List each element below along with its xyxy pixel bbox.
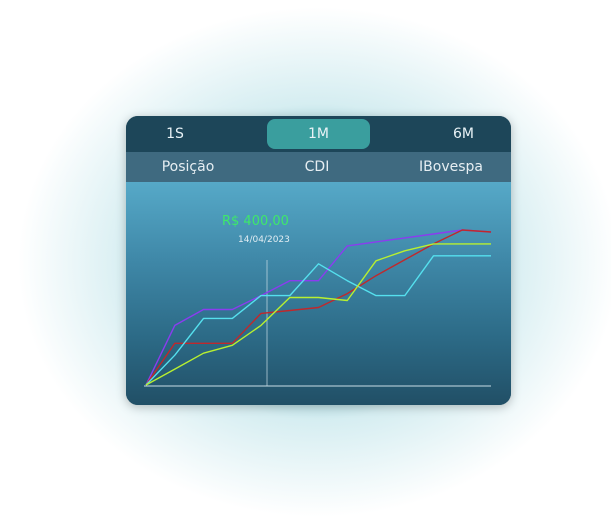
tab-ibovespa[interactable]: IBovespa [419, 159, 483, 175]
tab-1s[interactable]: 1S [166, 126, 184, 142]
series-tabs: Posição CDI IBovespa [126, 152, 511, 182]
period-tabs: 1S 1M 6M [126, 116, 511, 152]
series-line-3 [145, 243, 491, 386]
tab-cdi[interactable]: CDI [304, 159, 330, 175]
series-line-1 [145, 229, 492, 386]
tab-6m[interactable]: 6M [453, 126, 474, 142]
tab-1m[interactable]: 1M [267, 119, 370, 149]
line-chart[interactable] [126, 182, 511, 405]
investment-chart-card: 1S 1M 6M Posição CDI IBovespa R$ 400,00 … [126, 116, 511, 405]
series-line-0 [145, 229, 492, 386]
tab-posicao[interactable]: Posição [161, 159, 215, 175]
chart-area[interactable] [126, 182, 511, 405]
tooltip-date: 14/04/2023 [238, 235, 290, 245]
tooltip-value: R$ 400,00 [222, 214, 289, 229]
series-line-2 [145, 255, 491, 386]
series-lines [145, 229, 492, 386]
